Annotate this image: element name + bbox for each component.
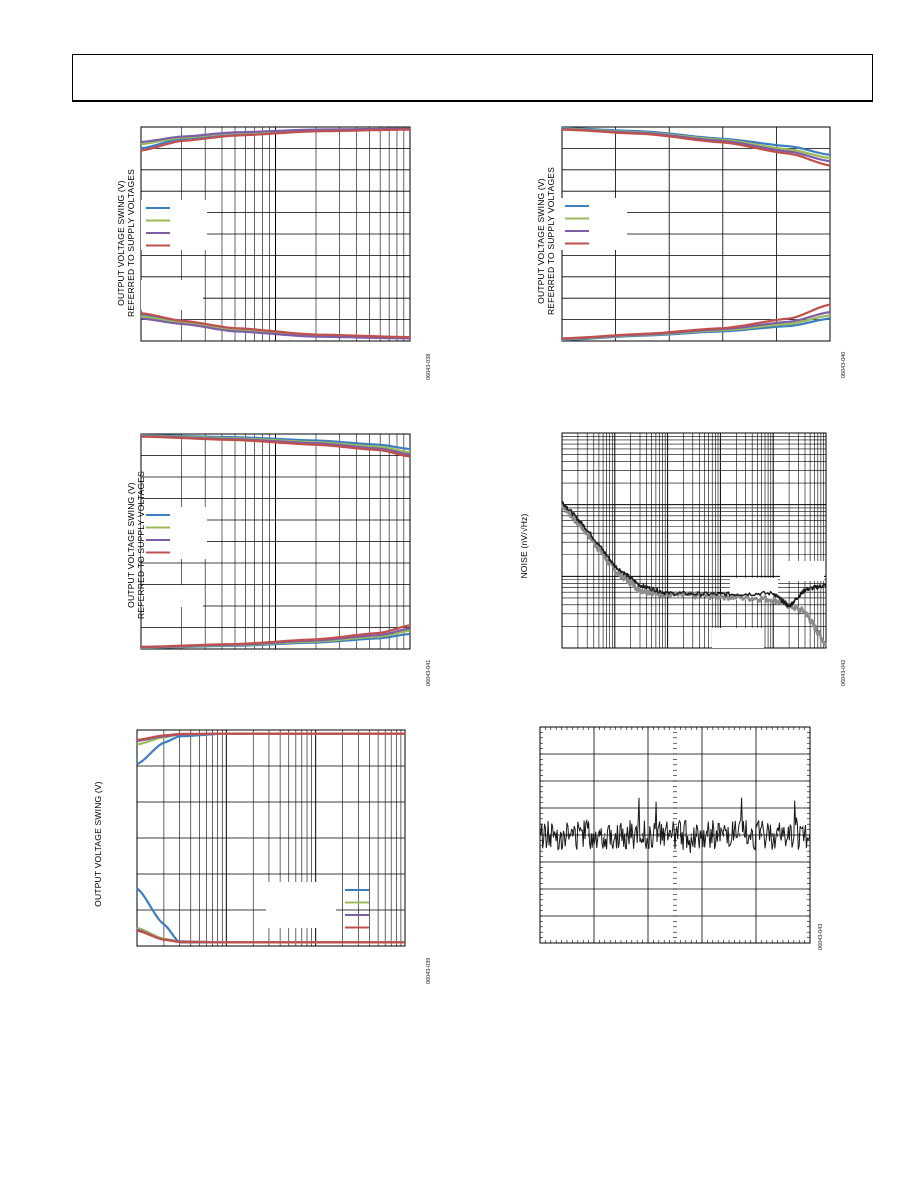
fig-a-series-high-red xyxy=(140,128,411,152)
chart-panel-e: OUTPUT VOLTAGE SWING (V) 06043-039 xyxy=(60,720,460,990)
fig-a-annotation-box xyxy=(141,280,203,310)
fig-c-series-high-red xyxy=(140,435,411,458)
fig-a-series-low-red xyxy=(140,312,411,339)
fig-e-series-high-red xyxy=(136,732,405,741)
chart-c-ylabel: OUTPUT VOLTAGE SWING (V) REFERRED TO SUPP… xyxy=(126,470,146,620)
chart-b-ylabel: OUTPUT VOLTAGE SWING (V) REFERRED TO SUPP… xyxy=(536,166,556,316)
chart-b-plot xyxy=(561,126,831,342)
chart-panel-a: OUTPUT VOLTAGE SWING (V) REFERRED TO SUPP… xyxy=(60,120,460,390)
fig-d-frame xyxy=(561,432,827,649)
chart-panel-f: 06043-043 xyxy=(480,720,880,990)
fig-d-annotation-box xyxy=(712,628,764,648)
fig-a-series-high-purple xyxy=(140,127,411,144)
chart-d-ylabel: NOISE (nV/√Hz) xyxy=(519,513,529,579)
chart-panel-d: NOISE (nV/√Hz) 06043-042 xyxy=(480,425,880,695)
chart-b-figure-id: 06043-040 xyxy=(841,351,847,378)
chart-c-plot xyxy=(140,433,411,650)
chart-panel-b: OUTPUT VOLTAGE SWING (V) REFERRED TO SUPP… xyxy=(480,120,880,390)
chart-d-plot xyxy=(561,432,827,649)
fig-b-series-high-purple xyxy=(561,128,831,163)
fig-e-legend-box xyxy=(266,882,336,928)
fig-d-series-noise_black xyxy=(561,500,827,608)
fig-c-legend xyxy=(141,507,207,607)
fig-e-series xyxy=(136,732,405,944)
fig-a-grid xyxy=(140,126,411,342)
chart-panel-c: OUTPUT VOLTAGE SWING (V) REFERRED TO SUPP… xyxy=(60,425,460,695)
fig-d-grid xyxy=(561,432,827,649)
fig-a-legend xyxy=(141,200,207,310)
chart-f-figure-id: 06043-043 xyxy=(818,923,824,950)
fig-e-series-low-red xyxy=(136,929,405,944)
fig-d-series xyxy=(561,500,827,647)
chart-a-figure-id: 06043-038 xyxy=(426,353,432,380)
fig-b-legend xyxy=(561,198,627,250)
page-header-box xyxy=(72,54,873,102)
fig-e-series-low-purple xyxy=(136,928,405,944)
fig-c-series xyxy=(140,434,411,649)
chart-a-plot xyxy=(140,126,411,342)
fig-c-annotation-box xyxy=(141,585,203,607)
chart-e-ylabel: OUTPUT VOLTAGE SWING (V) xyxy=(93,781,103,907)
chart-c-figure-id: 06043-041 xyxy=(426,659,432,686)
chart-e-plot xyxy=(136,729,406,947)
fig-b-series xyxy=(561,127,831,341)
fig-c-grid xyxy=(140,433,411,650)
fig-a-series-low-purple xyxy=(140,317,411,340)
fig-f-series-noise-trace xyxy=(539,797,811,854)
fig-d-series-noise_gray xyxy=(561,503,827,647)
chart-d-figure-id: 06043-042 xyxy=(841,659,847,686)
fig-e-series-high-blue xyxy=(136,732,405,766)
fig-e-legend xyxy=(266,882,369,929)
fig-b-series-high-red xyxy=(561,128,831,167)
chart-a-ylabel: OUTPUT VOLTAGE SWING (V) REFERRED TO SUPP… xyxy=(116,168,136,318)
fig-b-series-low-red xyxy=(561,303,831,340)
chart-e-figure-id: 06043-039 xyxy=(426,957,432,984)
fig-d-annotation-box xyxy=(780,561,824,581)
fig-c-series-low-red xyxy=(140,624,411,648)
chart-f-plot xyxy=(539,726,811,944)
fig-a-series xyxy=(140,127,411,340)
